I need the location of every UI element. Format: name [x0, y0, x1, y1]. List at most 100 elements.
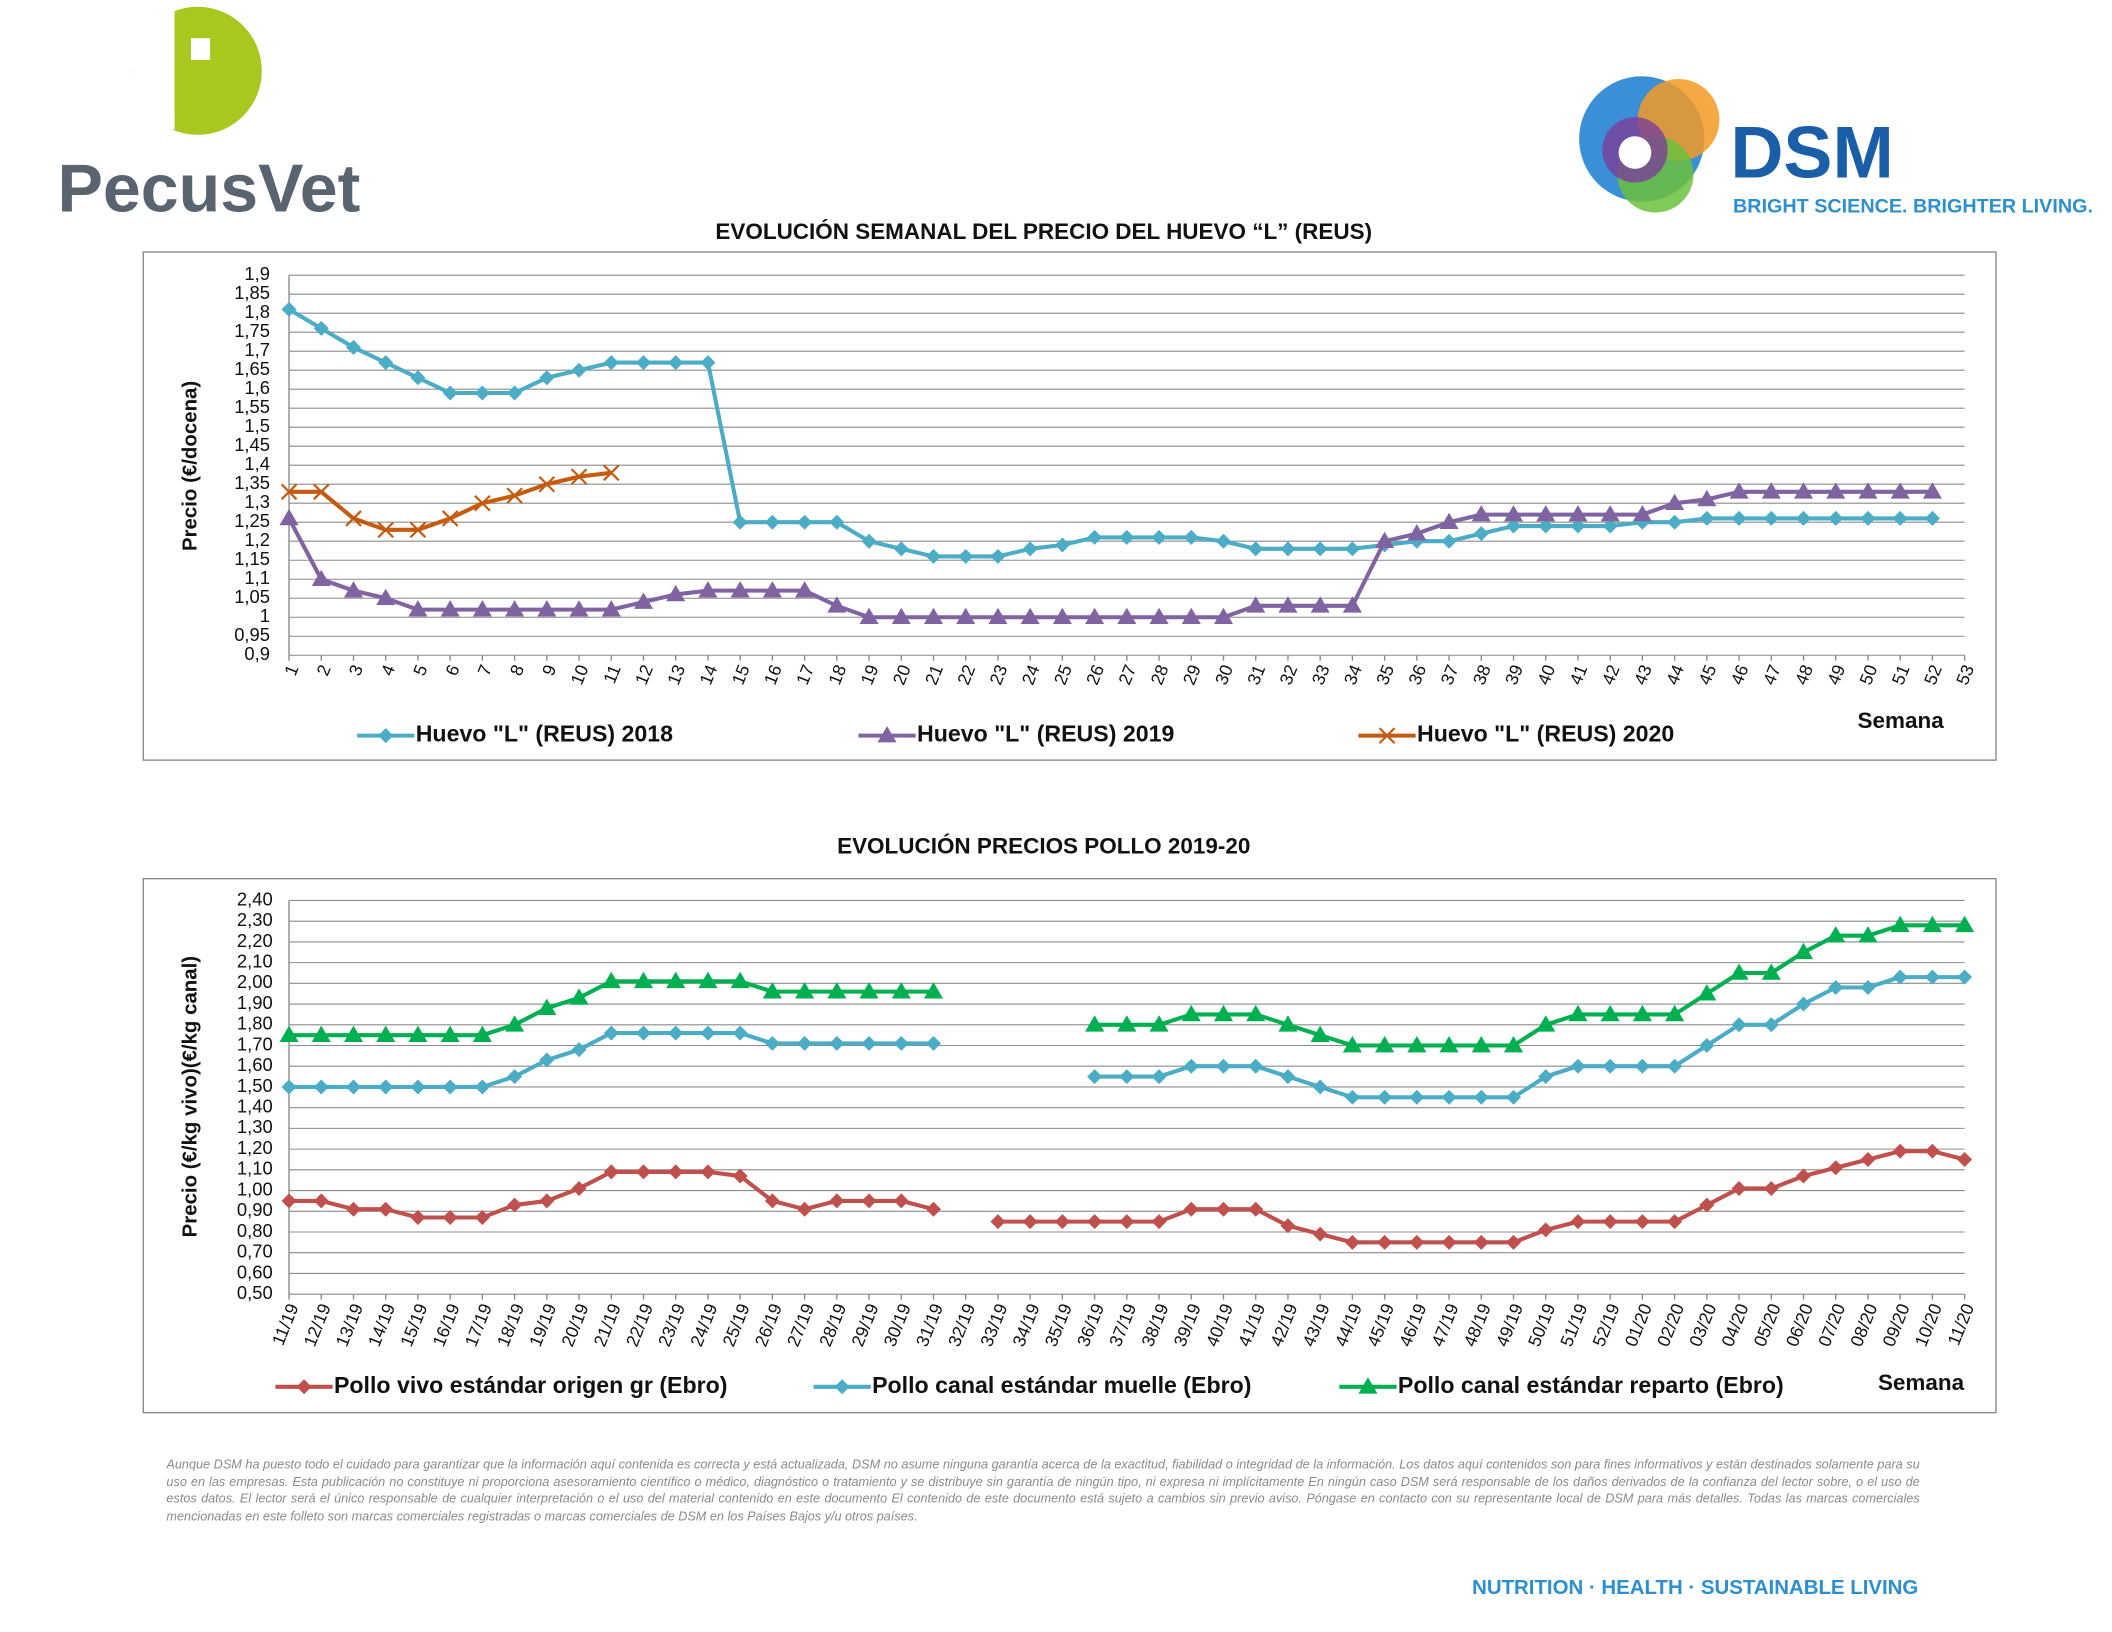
x-tick-label: 44	[1662, 662, 1688, 688]
x-tick-label: 21/19	[590, 1301, 625, 1350]
y-tick-label: 1,65	[234, 358, 270, 379]
y-tick-label: 0,80	[237, 1220, 273, 1241]
marker	[1248, 1201, 1264, 1217]
marker	[1602, 1058, 1618, 1074]
y-tick-label: 1,10	[237, 1158, 273, 1179]
x-tick-label: 10	[567, 662, 593, 688]
marker	[474, 1079, 490, 1095]
x-tick-label: 37/19	[1105, 1301, 1140, 1350]
marker	[1409, 1089, 1425, 1105]
x-tick-label: 20/19	[557, 1301, 592, 1350]
x-tick-label: 14/19	[364, 1301, 399, 1350]
marker	[990, 1214, 1006, 1230]
marker	[1216, 1201, 1231, 1217]
marker	[1087, 1069, 1103, 1085]
x-tick-label: 23/19	[654, 1301, 689, 1350]
x-tick-label: 28	[1147, 662, 1173, 688]
x-tick-label: 31/19	[912, 1301, 947, 1350]
marker	[506, 487, 523, 504]
x-tick-label: 26	[1082, 662, 1108, 688]
marker	[507, 1197, 523, 1213]
marker	[1858, 926, 1878, 943]
marker	[376, 588, 396, 606]
x-tick-label: 42	[1598, 662, 1624, 688]
marker	[633, 592, 654, 609]
x-tick-label: 5	[409, 662, 431, 679]
marker	[1634, 1214, 1650, 1230]
x-tick-label: 2	[313, 662, 335, 679]
marker	[1183, 1058, 1199, 1074]
marker	[440, 1025, 460, 1042]
marker	[1213, 1004, 1234, 1022]
marker	[668, 355, 684, 371]
x-tick-label: 7	[474, 662, 496, 679]
x-tick-label: 48/19	[1460, 1301, 1495, 1350]
y-tick-label: 2,30	[237, 909, 273, 930]
marker	[1793, 942, 1814, 960]
marker	[571, 362, 587, 378]
marker	[1248, 541, 1264, 557]
marker	[829, 1035, 845, 1051]
x-tick-label: 18	[824, 662, 850, 688]
marker	[1506, 518, 1522, 534]
x-tick-label: 08/20	[1846, 1301, 1881, 1350]
marker	[601, 971, 621, 989]
x-tick-label: 47	[1759, 662, 1785, 688]
marker	[891, 607, 911, 625]
marker	[313, 483, 330, 501]
marker	[827, 982, 847, 999]
marker	[1860, 510, 1876, 526]
marker	[279, 1025, 299, 1042]
x-tick-label: 38	[1469, 662, 1495, 688]
x-tick-label: 32/19	[944, 1301, 979, 1350]
marker	[1375, 531, 1395, 549]
marker	[1536, 505, 1556, 522]
x-tick-label: 11	[599, 662, 624, 687]
chart-frame	[142, 877, 1997, 1414]
marker	[1278, 596, 1298, 613]
y-tick-label: 0,50	[237, 1282, 273, 1303]
marker	[1602, 518, 1618, 534]
marker	[764, 1035, 780, 1051]
legend-marker	[296, 1379, 312, 1395]
x-tick-label: 52/19	[1589, 1301, 1624, 1350]
disclaimer-box: Aunque DSM ha puesto todo el cuidado par…	[166, 1458, 1919, 1523]
y-tick-label: 0,9	[244, 643, 270, 664]
x-tick-label: 41	[1566, 662, 1592, 688]
y-tick-label: 2,20	[237, 930, 273, 951]
marker	[1022, 541, 1038, 557]
y-tick-label: 1,35	[234, 472, 270, 493]
x-tick-label: 51	[1888, 662, 1914, 688]
y-tick-label: 0,70	[237, 1241, 273, 1262]
y-tick-label: 1,60	[237, 1054, 273, 1075]
marker	[1117, 1015, 1137, 1032]
x-tick-label: 36	[1404, 662, 1430, 688]
marker	[1471, 505, 1491, 522]
marker	[1022, 1214, 1038, 1230]
marker	[1054, 1214, 1070, 1230]
marker	[1117, 607, 1137, 625]
y-tick-label: 1,1	[244, 567, 270, 588]
x-tick-label: 30/19	[880, 1301, 915, 1350]
x-tick-label: 16/19	[429, 1301, 464, 1350]
marker	[1183, 529, 1199, 545]
marker	[1761, 482, 1781, 499]
marker	[861, 1035, 877, 1051]
marker	[311, 1025, 331, 1042]
marker	[1667, 1214, 1683, 1230]
x-tick-label: 24	[1018, 662, 1044, 688]
marker	[1828, 510, 1844, 526]
marker	[668, 1164, 684, 1180]
x-tick-label: 25/19	[719, 1301, 754, 1350]
marker	[1731, 510, 1747, 526]
marker	[797, 514, 813, 530]
legend-label: Pollo vivo estándar origen gr (Ebro)	[334, 1372, 727, 1398]
legend-marker	[834, 1379, 850, 1395]
x-tick-label: 19	[857, 662, 883, 688]
marker	[1181, 607, 1201, 625]
y-tick-label: 1,4	[244, 453, 270, 474]
marker	[442, 385, 458, 401]
logo-shape	[174, 16, 208, 112]
marker	[378, 1201, 394, 1217]
